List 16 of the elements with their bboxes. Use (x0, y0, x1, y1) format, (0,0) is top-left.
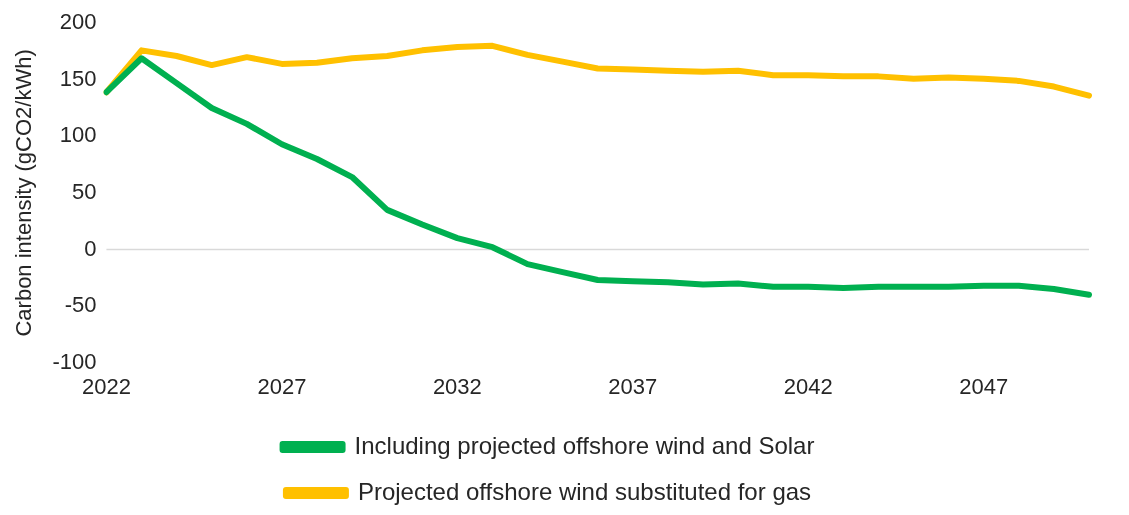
y-tick-label: 100 (59, 122, 97, 148)
x-tick-label: 2042 (783, 373, 833, 399)
y-tick-label: -50 (64, 292, 97, 318)
y-tick-label: 0 (84, 235, 97, 261)
x-tick-label: 2037 (608, 373, 658, 399)
y-tick-label: 200 (59, 9, 97, 35)
x-tick-label: 2022 (81, 373, 131, 399)
x-tick-label: 2027 (257, 373, 307, 399)
y-tick-label: 50 (71, 178, 97, 204)
legend-label: Including projected offshore wind and Solar (354, 431, 815, 459)
legend-label: Projected offshore wind substituted for gas (357, 477, 812, 505)
y-axis-title: Carbon intensity (gCO2/kWh) (11, 49, 37, 337)
y-tick-label: -100 (52, 348, 97, 374)
x-tick-label: 2032 (432, 373, 482, 399)
x-tick-label: 2047 (959, 373, 1009, 399)
y-tick-label: 150 (59, 65, 97, 91)
